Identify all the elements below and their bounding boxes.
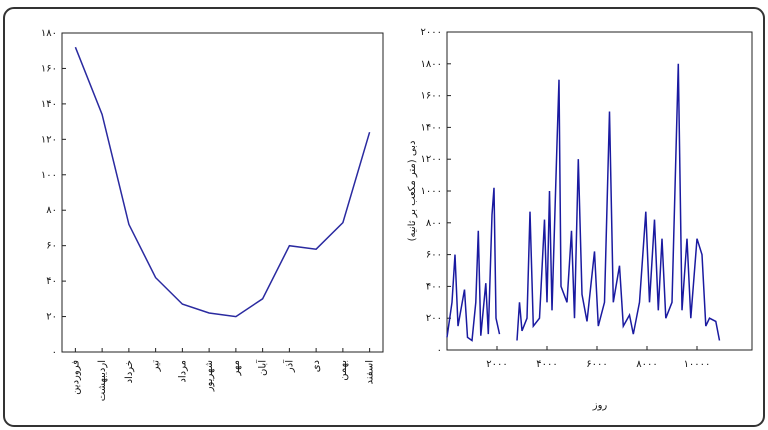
y-tick-label: ۰ bbox=[437, 345, 442, 356]
figure-frame bbox=[3, 7, 765, 427]
x-tick-label: ۶۰۰۰ bbox=[586, 359, 607, 370]
data-line bbox=[446, 63, 721, 342]
x-axis-label: روز bbox=[592, 400, 608, 411]
x-tick-label: دی bbox=[311, 360, 322, 372]
y-tick-label: ۲۰۰ bbox=[426, 313, 442, 324]
x-tick-label: شهریور bbox=[204, 360, 215, 392]
y-tick-label: ۲۰۰۰ bbox=[421, 27, 442, 38]
y-tick-label: ۱۰۰ bbox=[41, 170, 57, 181]
x-tick-label: تیر bbox=[151, 360, 162, 373]
y-tick-label: ۱۲۰۰ bbox=[421, 154, 442, 165]
y-tick-label: ۸۰۰ bbox=[426, 218, 442, 229]
x-tick-label: اردیبهشت bbox=[97, 360, 108, 401]
y-tick-label: ۴۰۰ bbox=[426, 281, 442, 292]
y-tick-label: ۱۶۰ bbox=[41, 63, 57, 74]
y-tick-label: ۱۸۰ bbox=[41, 28, 57, 39]
y-tick-label: ۰ bbox=[52, 347, 57, 358]
x-tick-label: بهمن bbox=[338, 360, 349, 381]
x-tick-label: مهر bbox=[231, 360, 242, 376]
x-tick-label: ۱۰۰۰۰ bbox=[684, 359, 711, 370]
y-axis-label: دبی (متر مکعب بر ثانیه) bbox=[407, 141, 418, 242]
x-tick-label: اسفند bbox=[365, 360, 376, 384]
y-tick-label: ۸۰ bbox=[46, 205, 57, 216]
y-tick-label: ۱۸۰۰ bbox=[421, 59, 442, 70]
x-tick-label: مرداد bbox=[177, 360, 188, 383]
y-tick-label: ۶۰۰ bbox=[426, 250, 442, 261]
y-tick-label: ۲۰ bbox=[46, 312, 57, 323]
y-tick-label: ۴۰ bbox=[46, 276, 57, 287]
y-tick-label: ۱۶۰۰ bbox=[421, 91, 442, 102]
x-tick-label: ۸۰۰۰ bbox=[636, 359, 657, 370]
y-tick-label: ۱۲۰ bbox=[41, 134, 57, 145]
x-tick-label: خرداد bbox=[124, 360, 135, 383]
y-tick-label: ۱۴۰۰ bbox=[421, 122, 442, 133]
x-tick-label: فروردین bbox=[70, 360, 81, 395]
data-line bbox=[74, 46, 371, 318]
plot-frame bbox=[61, 32, 384, 353]
y-tick-label: ۱۰۰۰ bbox=[421, 186, 442, 197]
plot-frame bbox=[446, 31, 753, 351]
x-tick-label: ۲۰۰۰ bbox=[486, 359, 507, 370]
y-tick-label: ۱۴۰ bbox=[41, 99, 57, 110]
x-tick-label: ۴۰۰۰ bbox=[536, 359, 557, 370]
y-tick-label: ۶۰ bbox=[46, 241, 57, 252]
x-tick-label: آذر bbox=[282, 359, 295, 373]
x-tick-label: آبان bbox=[256, 359, 269, 376]
